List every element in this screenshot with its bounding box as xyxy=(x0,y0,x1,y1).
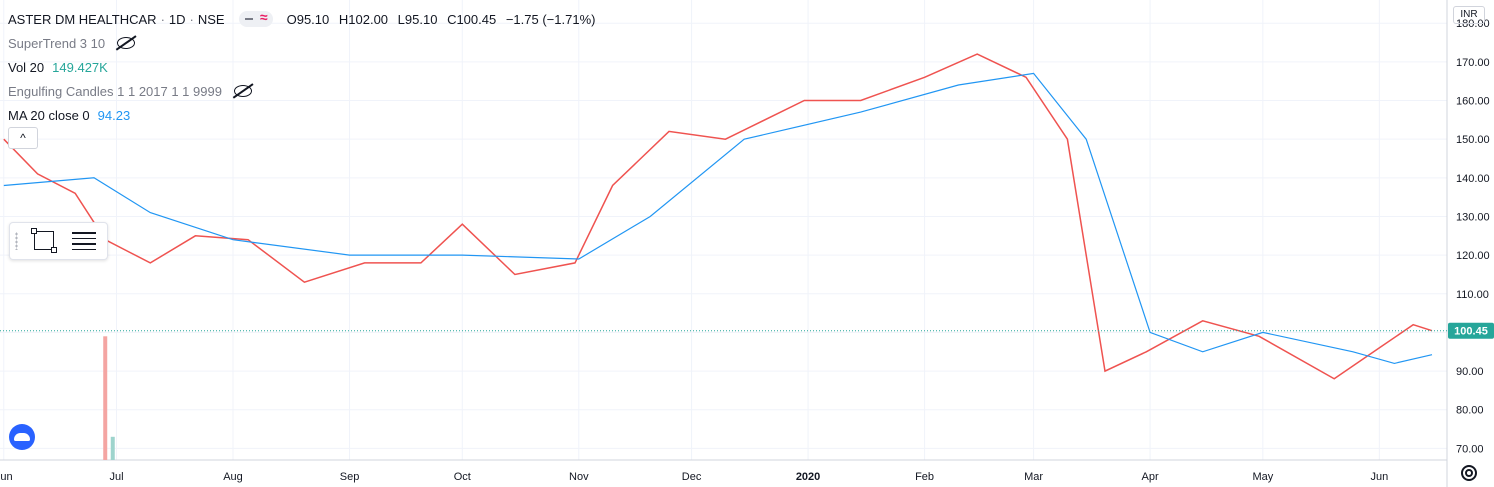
indicator-label: Vol 20 xyxy=(8,59,45,75)
x-tick-label: Jun xyxy=(0,471,13,483)
separator: · xyxy=(160,11,165,27)
moving-average-line xyxy=(3,72,1433,365)
y-tick-label: 110.00 xyxy=(1456,289,1489,301)
x-tick-label: Jul xyxy=(109,471,123,483)
indicator-volume[interactable]: Vol 20 149.427K xyxy=(8,55,601,79)
y-tick-label: 160.00 xyxy=(1456,96,1490,108)
x-tick-label: Nov xyxy=(569,471,589,483)
open-value: O95.10 xyxy=(286,11,330,27)
last-price-badge xyxy=(1448,322,1494,339)
indicator-supertrend[interactable]: SuperTrend 3 10 xyxy=(8,31,601,55)
price-series-line xyxy=(3,53,1433,380)
drag-handle-icon[interactable] xyxy=(15,232,18,250)
low-value: L95.10 xyxy=(397,11,438,27)
close-value: C100.45 xyxy=(447,11,497,27)
drawing-toolbar xyxy=(9,222,108,260)
interval[interactable]: 1D xyxy=(168,11,186,27)
ma-value: 94.23 xyxy=(97,107,131,123)
x-tick-label: 2020 xyxy=(796,471,820,483)
volume-bar xyxy=(103,336,108,460)
x-tick-label: Sep xyxy=(340,471,360,483)
hidden-eye-icon[interactable] xyxy=(117,37,136,49)
lines-tool-icon[interactable] xyxy=(72,232,96,250)
exchange: NSE xyxy=(197,11,225,27)
indicator-label: Engulfing Candles 1 1 2017 1 1 9999 xyxy=(8,83,222,99)
x-tick-label: May xyxy=(1252,471,1273,483)
ohlc-values: O95.10 H102.00 L95.10 C100.45 −1.75 (−1.… xyxy=(287,12,602,27)
high-value: H102.00 xyxy=(338,11,389,27)
tradingview-logo-icon[interactable] xyxy=(9,424,35,450)
rectangle-tool-icon[interactable] xyxy=(31,228,57,253)
y-tick-label: 90.00 xyxy=(1456,366,1484,378)
hidden-eye-icon[interactable] xyxy=(233,85,252,97)
indicator-label: MA 20 close 0 xyxy=(8,107,90,123)
indicator-label: SuperTrend 3 10 xyxy=(8,35,106,51)
x-tick-label: Aug xyxy=(223,471,243,483)
x-tick-label: Feb xyxy=(915,471,934,483)
y-tick-label: 70.00 xyxy=(1456,443,1484,455)
x-tick-label: Apr xyxy=(1142,471,1159,483)
y-tick-label: 180.00 xyxy=(1456,18,1490,30)
indicator-ma[interactable]: MA 20 close 0 94.23 xyxy=(8,103,601,127)
chart-legend: ASTER DM HEALTHCAR · 1D · NSE O95.10 H10… xyxy=(8,7,601,127)
currency-badge[interactable]: INR xyxy=(1453,6,1485,24)
y-tick-label: 170.00 xyxy=(1456,57,1490,69)
x-tick-label: Jun xyxy=(1370,471,1388,483)
last-price-label: 100.45 xyxy=(1454,326,1488,338)
y-tick-label: 140.00 xyxy=(1456,173,1490,185)
indicator-engulfing[interactable]: Engulfing Candles 1 1 2017 1 1 9999 xyxy=(8,79,601,103)
x-tick-label: Dec xyxy=(682,471,702,483)
compare-toggle-icon[interactable] xyxy=(238,9,273,27)
volume-value: 149.427K xyxy=(52,59,108,75)
separator: · xyxy=(189,11,194,27)
y-tick-label: 130.00 xyxy=(1456,211,1490,223)
settings-gear-icon[interactable] xyxy=(1461,465,1477,481)
y-tick-label: 120.00 xyxy=(1456,250,1490,262)
y-tick-label: 150.00 xyxy=(1456,134,1490,146)
symbol-row: ASTER DM HEALTHCAR · 1D · NSE O95.10 H10… xyxy=(8,7,601,31)
collapse-legend-button[interactable]: ^ xyxy=(8,127,38,149)
change-value: −1.75 (−1.71%) xyxy=(505,11,596,27)
volume-bar xyxy=(110,436,115,460)
symbol-name[interactable]: ASTER DM HEALTHCAR xyxy=(8,11,157,27)
x-tick-label: Mar xyxy=(1024,471,1043,483)
y-tick-label: 80.00 xyxy=(1456,405,1484,417)
x-tick-label: Oct xyxy=(454,471,471,483)
